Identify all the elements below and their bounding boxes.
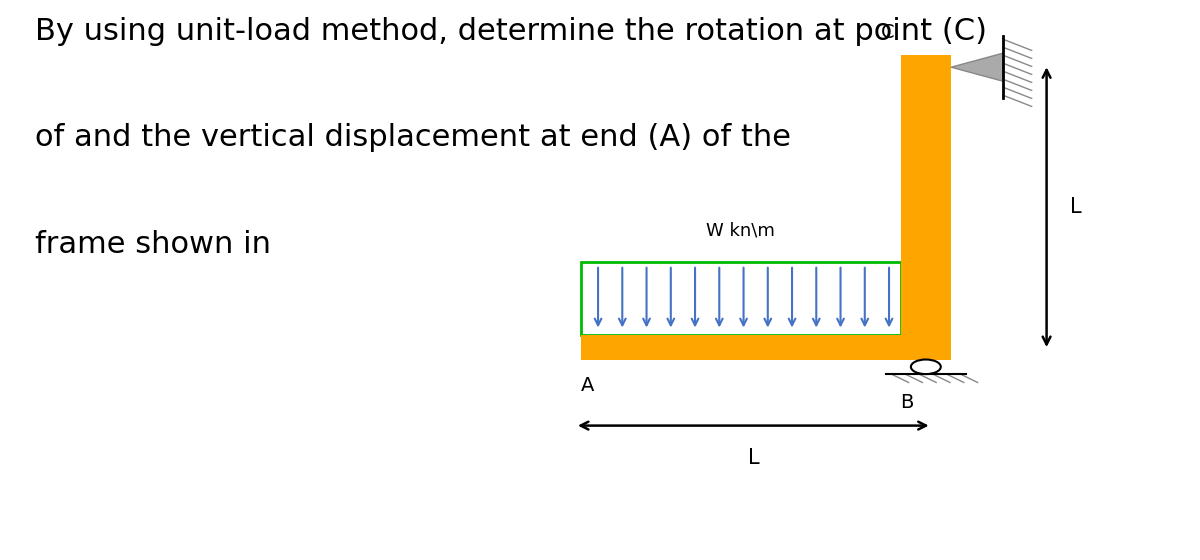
Text: frame shown in: frame shown in [35, 230, 270, 259]
Text: L: L [748, 448, 760, 468]
Text: B: B [900, 393, 914, 412]
Bar [581, 335, 952, 360]
Polygon shape [952, 53, 1003, 81]
Text: of and the vertical displacement at end (A) of the: of and the vertical displacement at end … [35, 123, 791, 152]
Circle shape [911, 360, 941, 374]
Text: L: L [1069, 197, 1081, 217]
Bar [900, 55, 952, 360]
Bar [581, 262, 900, 335]
Text: By using unit-load method, determine the rotation at point (C): By using unit-load method, determine the… [35, 17, 986, 46]
Text: C: C [881, 23, 895, 42]
Text: W kn\m: W kn\m [707, 222, 775, 240]
Text: A: A [581, 376, 594, 395]
